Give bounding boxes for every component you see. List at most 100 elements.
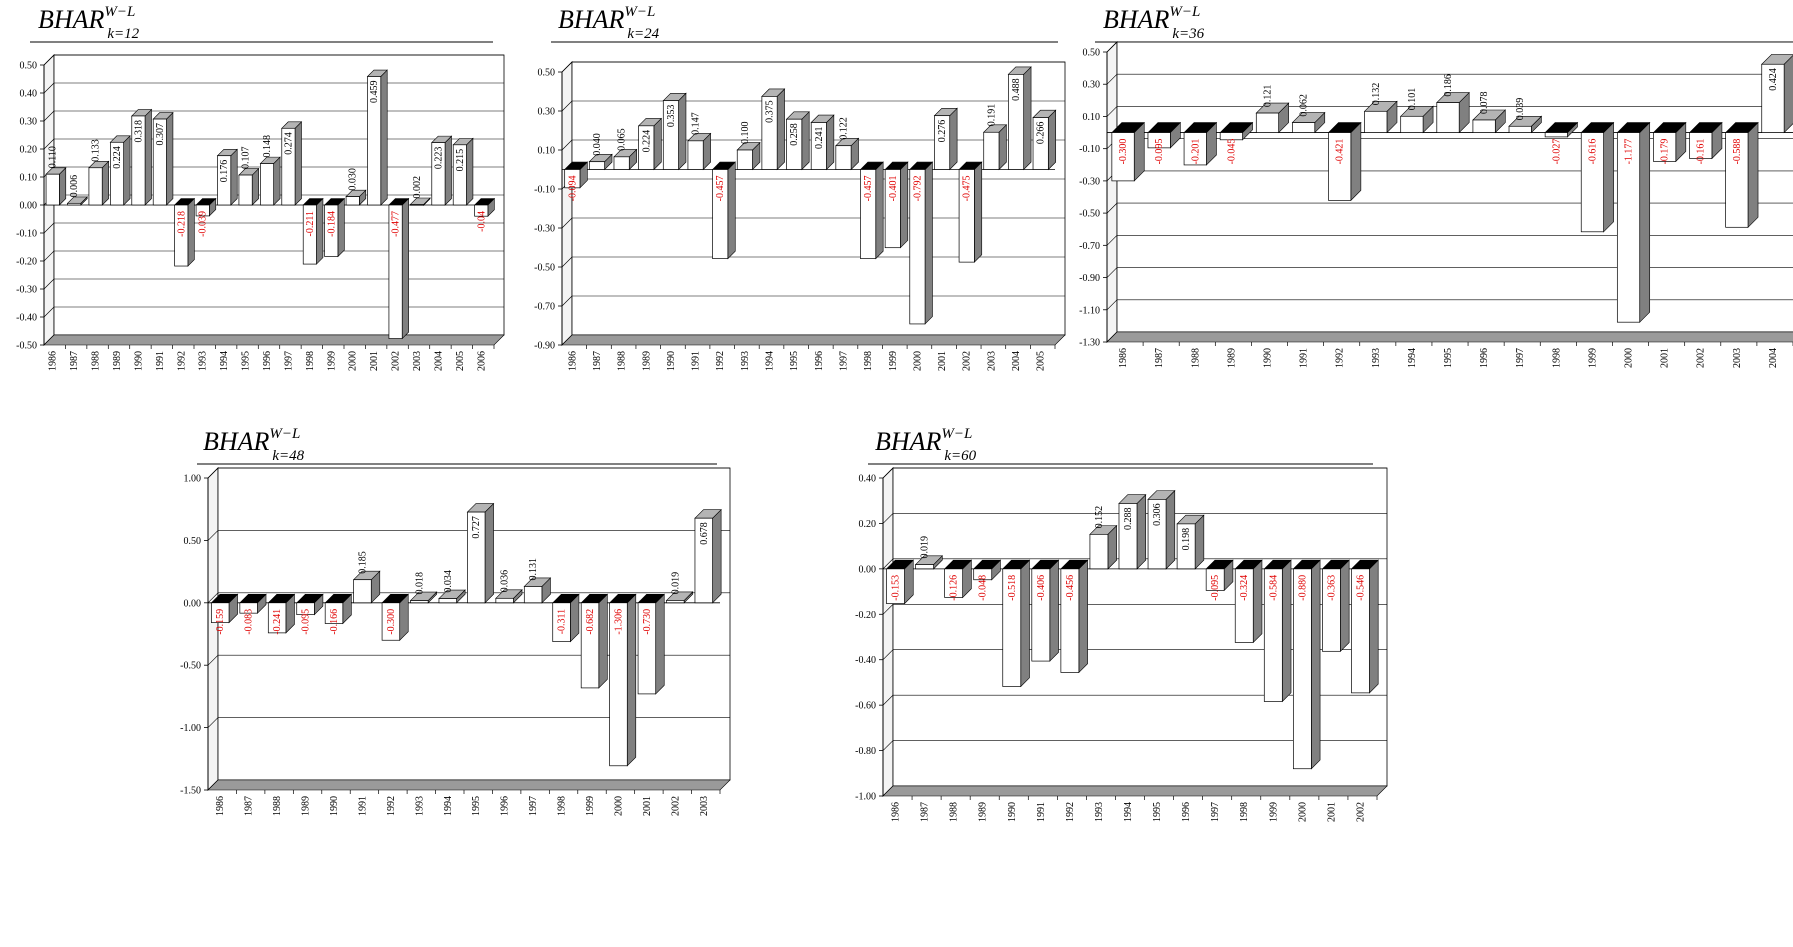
bar-side: [144, 108, 152, 206]
y-tick-label: 0.40: [859, 474, 877, 485]
y-tick-label: -0.40: [855, 655, 876, 666]
y-tick-label: -0.50: [534, 263, 555, 274]
bar-2001: [366, 69, 388, 206]
bar-value-label: -0.211: [305, 211, 316, 236]
bar-value-label: -0.126: [949, 575, 960, 601]
bar-1992: [381, 593, 409, 641]
bar-2005: [452, 137, 474, 206]
bar-value-label: -0.616: [1587, 139, 1598, 165]
bar-side: [1783, 54, 1793, 134]
x-tick-label: 2001: [1326, 802, 1337, 822]
bar-side: [294, 121, 302, 206]
bar-side: [1023, 66, 1032, 171]
back-wall: [571, 61, 1066, 336]
y-tick-label: 0.10: [1083, 112, 1101, 123]
x-tick-label: 1988: [272, 796, 283, 816]
y-tick-label: -0.40: [16, 313, 37, 324]
x-tick-label: 1993: [1094, 802, 1105, 822]
bar-front: [495, 597, 514, 604]
bar-value-label: -0.363: [1326, 575, 1337, 601]
x-tick-label: 1992: [1065, 802, 1076, 822]
bar-front: [1400, 115, 1424, 133]
bar-1992: [1060, 559, 1089, 674]
bar-front: [1508, 125, 1532, 133]
chart-panel-k-12: BHARW−L k=12 0.50 0.40 0.30 0.20 0.10 0.00 -0.10…: [16, 4, 505, 371]
x-tick-label: 2004: [433, 351, 444, 371]
bar-value-label: 0.018: [414, 572, 425, 595]
bar-front: [452, 144, 467, 206]
x-tick-label: 1999: [888, 351, 899, 371]
bar-value-label: -0.218: [176, 211, 187, 237]
bar-front: [438, 598, 457, 604]
bar-value-label: -0.184: [326, 211, 337, 237]
bar-front: [580, 602, 600, 689]
bar-1987: [914, 555, 944, 570]
chart-floor: [43, 334, 505, 346]
bar-value-label: 0.224: [641, 130, 652, 153]
bar-value-label: 0.186: [1443, 74, 1454, 97]
side-wall: [1106, 41, 1118, 343]
bar-value-label: 0.176: [219, 160, 230, 183]
bar-front: [588, 161, 605, 170]
bar-value-label: 0.122: [838, 117, 849, 140]
bar-side: [1252, 559, 1263, 644]
bar-front: [1616, 132, 1641, 323]
bar-1998: [302, 197, 324, 265]
y-tick-label: -0.70: [534, 302, 555, 313]
bar-2002: [388, 197, 410, 340]
bar-value-label: 0.678: [699, 522, 710, 545]
bar-1993: [409, 591, 438, 604]
bar-side: [655, 593, 665, 695]
gridline-depth: [43, 278, 55, 290]
bar-side: [875, 161, 884, 260]
bar-front: [152, 118, 167, 206]
bar-value-label: -0.095: [301, 609, 312, 635]
x-tick-label: 2000: [1297, 802, 1308, 822]
bar-front: [860, 169, 877, 259]
bar-front: [324, 602, 344, 624]
x-tick-label: 1987: [920, 802, 931, 822]
bar-value-label: -1.177: [1624, 139, 1635, 165]
bar-value-label: -0.300: [1118, 139, 1129, 165]
bar-1995: [238, 167, 260, 206]
bar-value-label: 0.110: [48, 146, 59, 168]
bar-1988: [613, 148, 638, 171]
chart-panel-k-24: BHARW−L k=24 0.50 0.30 0.10 -0.10 -0.30 -0.50 -0…: [534, 4, 1066, 371]
x-tick-label: 1989: [301, 796, 312, 816]
bar-2001: [1321, 559, 1350, 653]
bar-side: [1340, 559, 1350, 653]
bar-front: [1580, 132, 1604, 233]
gridline-depth: [207, 717, 219, 728]
bar-side: [484, 502, 494, 604]
x-tick-label: 1999: [585, 796, 596, 816]
bar-side: [776, 88, 785, 171]
bar-1998: [552, 593, 580, 643]
bar-value-label: 0.215: [455, 149, 466, 172]
bar-value-label: -0.300: [386, 609, 397, 635]
gridline-depth: [207, 530, 219, 541]
bar-side: [1311, 559, 1321, 770]
bar-value-label: -0.201: [1190, 139, 1201, 165]
bar-2003: [1724, 121, 1759, 229]
bar-front: [474, 204, 489, 217]
bar-1990: [1002, 559, 1031, 688]
bar-value-label: 0.121: [1262, 85, 1273, 108]
bar-value-label: -0.04: [476, 211, 487, 232]
bar-1996: [1472, 109, 1507, 134]
bar-1986: [563, 161, 589, 189]
bar-front: [1472, 119, 1496, 133]
y-tick-label: 0.50: [538, 68, 556, 79]
x-tick-label: 2000: [613, 796, 624, 816]
bar-front: [345, 196, 360, 206]
bar-value-label: 0.019: [920, 536, 931, 559]
bar-side: [1048, 109, 1057, 171]
bar-1988: [267, 593, 296, 634]
bar-value-label: 0.288: [1123, 507, 1134, 530]
bar-1999: [1263, 559, 1292, 703]
x-tick-label: 1996: [1479, 348, 1490, 368]
bar-1994: [216, 148, 238, 206]
bar-1993: [1363, 100, 1398, 134]
chart-panel-k-36: BHARW−L k=360.50 0.30 0.10 -0.10 -0.30 -0.50 -0…: [1079, 4, 1793, 368]
x-tick-label: 1994: [765, 351, 776, 371]
